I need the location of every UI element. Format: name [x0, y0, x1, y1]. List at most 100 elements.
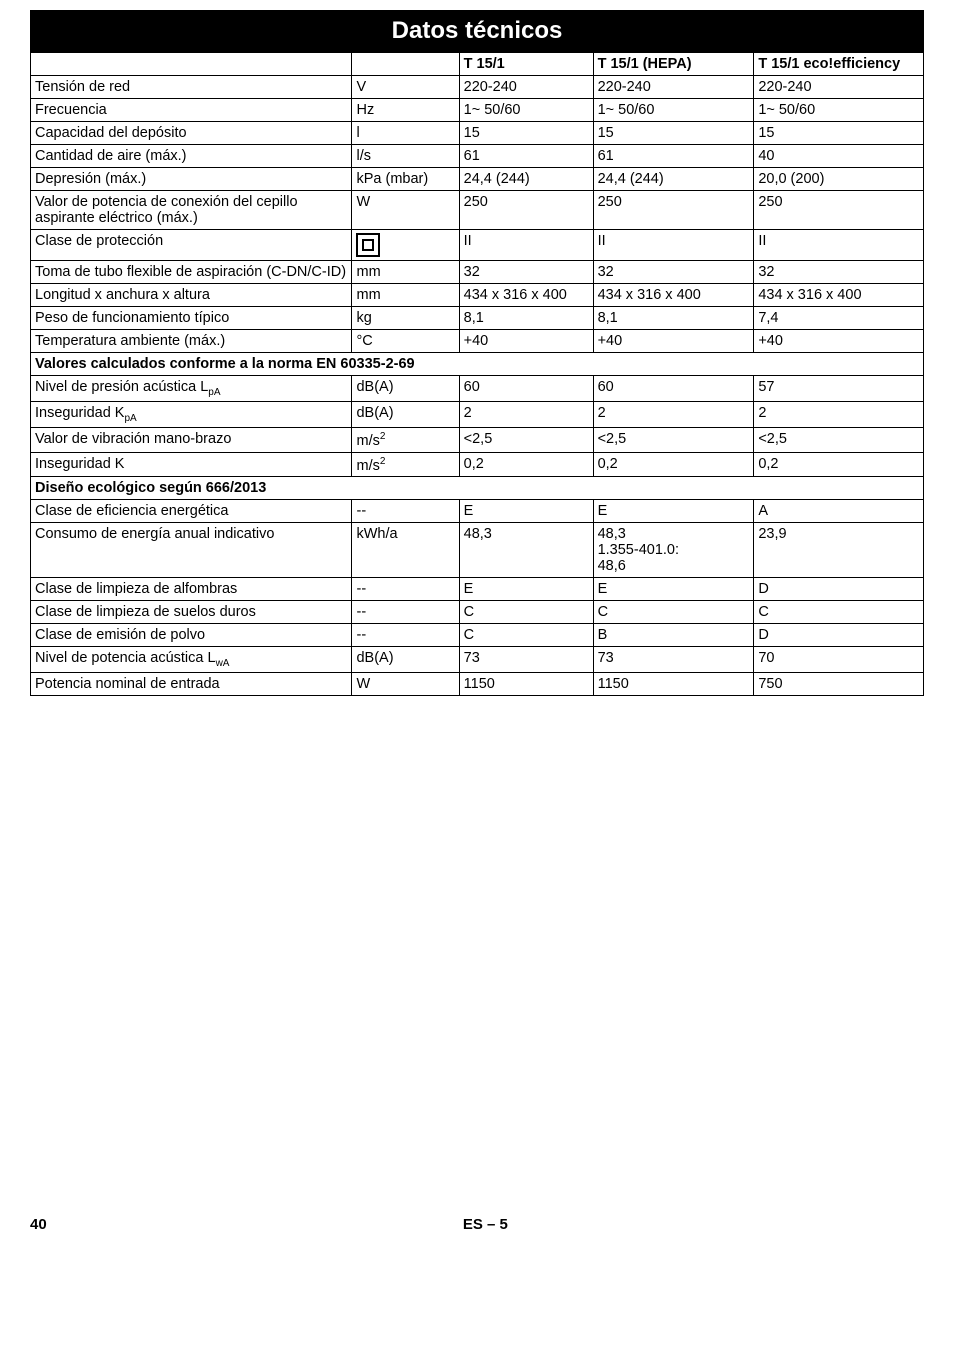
row-v1: +40 — [459, 330, 593, 353]
row-v2: B — [593, 624, 754, 647]
row-label: Consumo de energía anual indicativo — [31, 523, 352, 578]
row-label: Depresión (máx.) — [31, 168, 352, 191]
row-v1: <2,5 — [459, 427, 593, 452]
row-unit: kg — [352, 307, 459, 330]
row-v2: II — [593, 230, 754, 261]
table-row: Inseguridad Km/s20,20,20,2 — [31, 452, 924, 477]
table-row: Toma de tubo flexible de aspiración (C-D… — [31, 261, 924, 284]
table-row: Peso de funcionamiento típicokg8,18,17,4 — [31, 307, 924, 330]
row-v1: 220-240 — [459, 76, 593, 99]
row-label: Inseguridad KpA — [31, 401, 352, 427]
row-unit: -- — [352, 601, 459, 624]
row-unit: °C — [352, 330, 459, 353]
row-unit: m/s2 — [352, 452, 459, 477]
row-v3: 250 — [754, 191, 924, 230]
row-v3: <2,5 — [754, 427, 924, 452]
table-row: Valor de vibración mano-brazom/s2<2,5<2,… — [31, 427, 924, 452]
row-v3: 57 — [754, 376, 924, 402]
row-v3: 2 — [754, 401, 924, 427]
row-v1: 0,2 — [459, 452, 593, 477]
row-v2: 8,1 — [593, 307, 754, 330]
header-col-3: T 15/1 eco!efficiency — [754, 53, 924, 76]
row-v2: 24,4 (244) — [593, 168, 754, 191]
table-row: Tensión de redV220-240220-240220-240 — [31, 76, 924, 99]
row-v1: 8,1 — [459, 307, 593, 330]
row-v1: 1~ 50/60 — [459, 99, 593, 122]
section-label: Diseño ecológico según 666/2013 — [31, 477, 924, 500]
row-v2: E — [593, 578, 754, 601]
row-unit: Hz — [352, 99, 459, 122]
row-v2: 48,3 1.355-401.0: 48,6 — [593, 523, 754, 578]
row-v3: 220-240 — [754, 76, 924, 99]
table-row: Capacidad del depósitol151515 — [31, 122, 924, 145]
section-label: Valores calculados conforme a la norma E… — [31, 353, 924, 376]
row-v2: 220-240 — [593, 76, 754, 99]
row-v3: 70 — [754, 647, 924, 673]
section-title: Datos técnicos — [30, 10, 924, 52]
table-row: Clase de limpieza de alfombras--EED — [31, 578, 924, 601]
row-v3: D — [754, 624, 924, 647]
row-label: Inseguridad K — [31, 452, 352, 477]
row-unit: -- — [352, 578, 459, 601]
row-v3: A — [754, 500, 924, 523]
row-v1: II — [459, 230, 593, 261]
table-row: Nivel de potencia acústica LwAdB(A)73737… — [31, 647, 924, 673]
row-v3: 0,2 — [754, 452, 924, 477]
row-label: Capacidad del depósito — [31, 122, 352, 145]
row-unit: l/s — [352, 145, 459, 168]
row-label: Cantidad de aire (máx.) — [31, 145, 352, 168]
row-v3: 750 — [754, 673, 924, 696]
row-v3: 1~ 50/60 — [754, 99, 924, 122]
table-row: Clase de eficiencia energética--EEA — [31, 500, 924, 523]
row-label: Nivel de presión acústica LpA — [31, 376, 352, 402]
table-row: Inseguridad KpAdB(A)222 — [31, 401, 924, 427]
row-unit: -- — [352, 500, 459, 523]
row-unit: kWh/a — [352, 523, 459, 578]
table-row: Temperatura ambiente (máx.)°C+40+40+40 — [31, 330, 924, 353]
row-unit: kPa (mbar) — [352, 168, 459, 191]
row-v3: 23,9 — [754, 523, 924, 578]
row-unit: W — [352, 191, 459, 230]
row-v3: II — [754, 230, 924, 261]
row-label: Peso de funcionamiento típico — [31, 307, 352, 330]
row-unit: mm — [352, 284, 459, 307]
row-v1: 24,4 (244) — [459, 168, 593, 191]
header-col-2: T 15/1 (HEPA) — [593, 53, 754, 76]
row-v1: 60 — [459, 376, 593, 402]
row-v2: C — [593, 601, 754, 624]
row-label: Valor de potencia de conexión del cepill… — [31, 191, 352, 230]
row-v2: E — [593, 500, 754, 523]
row-label: Clase de limpieza de suelos duros — [31, 601, 352, 624]
section-row: Valores calculados conforme a la norma E… — [31, 353, 924, 376]
row-v2: 0,2 — [593, 452, 754, 477]
row-v1: 2 — [459, 401, 593, 427]
row-v1: 250 — [459, 191, 593, 230]
row-v3: D — [754, 578, 924, 601]
table-row: Potencia nominal de entradaW11501150750 — [31, 673, 924, 696]
row-v3: +40 — [754, 330, 924, 353]
row-v1: E — [459, 578, 593, 601]
table-row: Nivel de presión acústica LpAdB(A)606057 — [31, 376, 924, 402]
table-row: FrecuenciaHz1~ 50/601~ 50/601~ 50/60 — [31, 99, 924, 122]
row-v1: C — [459, 601, 593, 624]
row-v1: E — [459, 500, 593, 523]
page-number: 40 — [30, 1216, 47, 1233]
row-v2: <2,5 — [593, 427, 754, 452]
specs-table: T 15/1 T 15/1 (HEPA) T 15/1 eco!efficien… — [30, 52, 924, 696]
row-v1: 48,3 — [459, 523, 593, 578]
row-v3: 434 x 316 x 400 — [754, 284, 924, 307]
row-unit: m/s2 — [352, 427, 459, 452]
row-label: Tensión de red — [31, 76, 352, 99]
section-row: Diseño ecológico según 666/2013 — [31, 477, 924, 500]
header-empty-unit — [352, 53, 459, 76]
row-v2: 250 — [593, 191, 754, 230]
class-ii-icon — [356, 233, 380, 257]
row-v3: 20,0 (200) — [754, 168, 924, 191]
row-v2: 1~ 50/60 — [593, 99, 754, 122]
row-v3: 7,4 — [754, 307, 924, 330]
row-unit: dB(A) — [352, 376, 459, 402]
row-label: Frecuencia — [31, 99, 352, 122]
header-empty-label — [31, 53, 352, 76]
row-unit — [352, 230, 459, 261]
row-unit: V — [352, 76, 459, 99]
